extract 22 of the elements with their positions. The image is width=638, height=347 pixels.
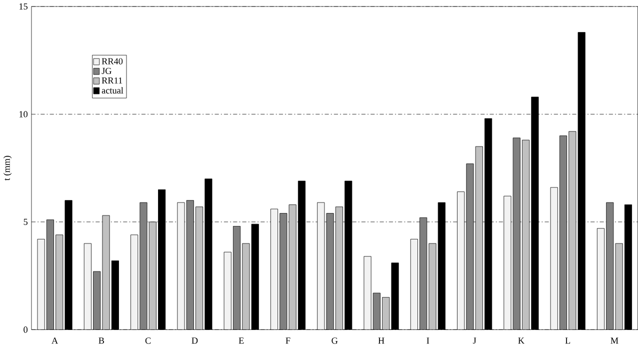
x-tick-label: G [332, 338, 338, 344]
x-tick-label: E [238, 338, 244, 344]
legend-label: RR40 [102, 58, 123, 64]
y-tick-label: 0 [24, 326, 28, 333]
legend-label: RR11 [102, 77, 122, 84]
x-tick-label: M [610, 338, 618, 344]
x-tick-label: I [426, 338, 430, 344]
x-tick-label: B [98, 338, 104, 344]
x-tick-label: L [565, 338, 570, 344]
y-tick-label: 10 [20, 111, 28, 118]
y-tick-label: 15 [20, 3, 28, 10]
legend-label: actual [102, 87, 124, 94]
x-tick-label: D [192, 338, 198, 344]
legend-label: JG [102, 68, 112, 74]
x-tick-label: A [52, 338, 58, 344]
x-tick-label: H [378, 338, 384, 344]
x-tick-label: C [145, 338, 151, 344]
x-tick-label: J [472, 338, 476, 344]
y-axis-title: t (mm) [3, 156, 12, 180]
x-tick-label: K [518, 338, 524, 344]
y-tick-label: 5 [24, 218, 28, 225]
x-tick-label: F [286, 338, 290, 344]
